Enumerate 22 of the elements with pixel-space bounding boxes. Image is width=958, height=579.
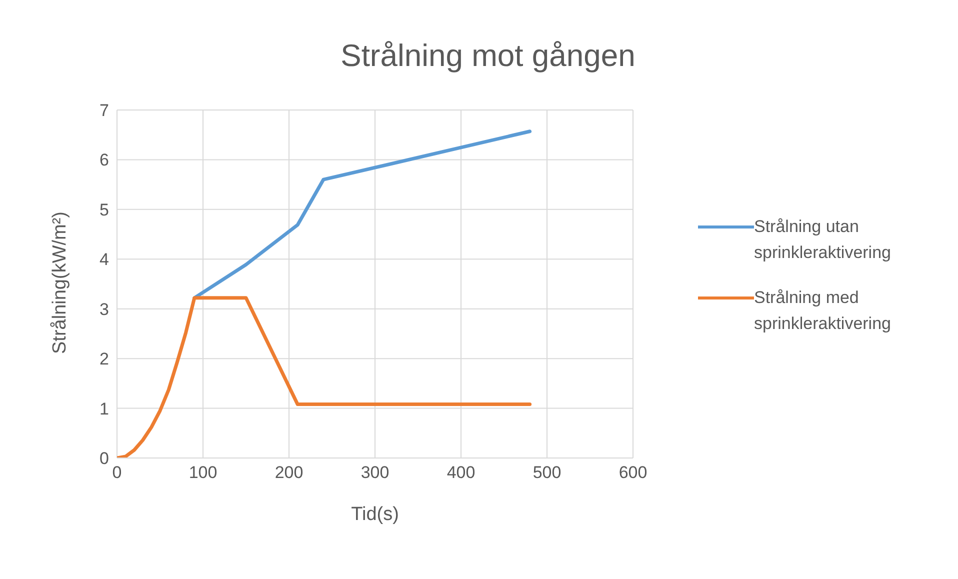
x-tick-label: 100 xyxy=(188,463,218,482)
y-axis-title: Strålning(kW/m²) xyxy=(50,211,71,354)
x-tick-label: 300 xyxy=(360,463,390,482)
x-tick-label: 600 xyxy=(618,463,648,482)
x-tick-label: 0 xyxy=(112,463,122,482)
y-tick-label: 0 xyxy=(100,449,109,468)
y-tick-label: 1 xyxy=(100,399,109,418)
y-tick-label: 5 xyxy=(100,200,109,220)
line-series xyxy=(192,130,532,300)
y-tick-label: 2 xyxy=(100,350,109,369)
x-axis-title: Tid(s) xyxy=(351,504,399,525)
y-tick-label: 4 xyxy=(100,250,109,270)
y-tick-label: 3 xyxy=(100,300,109,319)
y-tick-label: 6 xyxy=(100,150,109,170)
line-series xyxy=(117,296,532,458)
x-tick-label: 400 xyxy=(446,463,476,482)
y-tick-label: 7 xyxy=(100,101,109,120)
x-tick-label: 500 xyxy=(532,463,562,482)
chart-title: Strålning mot gången xyxy=(340,38,636,74)
x-tick-label: 200 xyxy=(274,463,304,482)
legend-label: Strålning utan sprinkleraktivering xyxy=(754,216,892,264)
legend-label: Strålning med sprinkleraktivering xyxy=(754,287,892,335)
